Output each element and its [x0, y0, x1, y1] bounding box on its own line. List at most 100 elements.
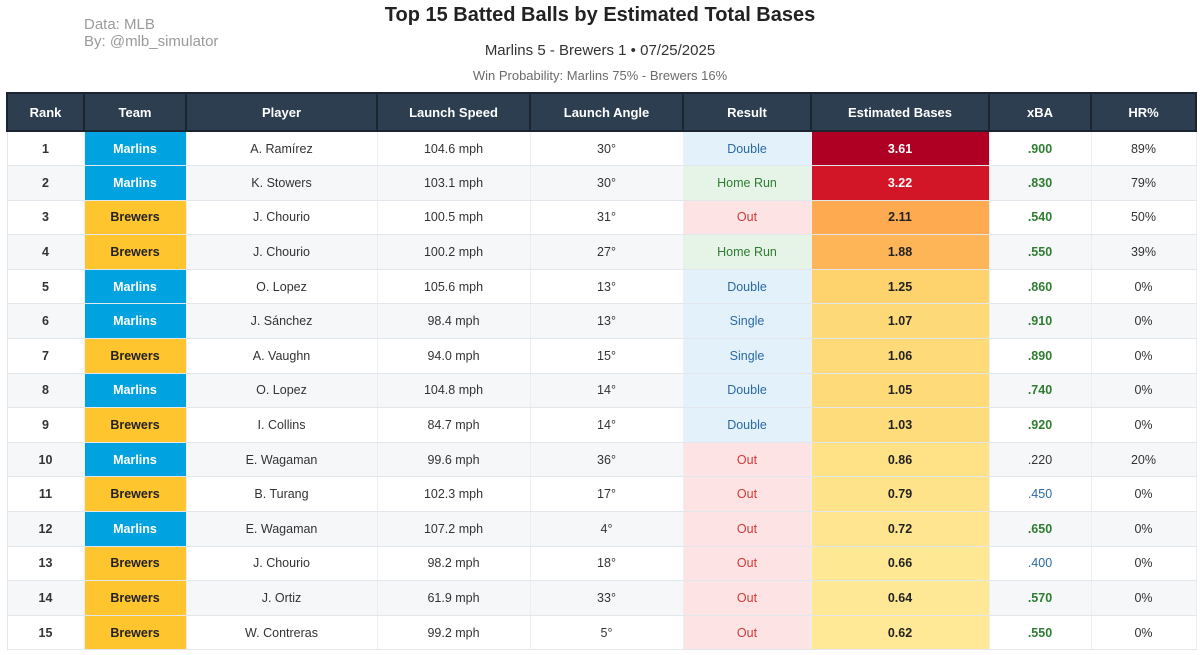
xba-cell: .860	[989, 269, 1092, 305]
estimated-bases-cell: 3.61	[811, 131, 990, 167]
launch-angle-cell: 14°	[530, 373, 684, 409]
xba-cell: .220	[989, 442, 1092, 478]
player-cell: J. Ortiz	[186, 580, 378, 616]
xba-cell: .890	[989, 338, 1092, 374]
hr-pct-cell: 0%	[1091, 303, 1197, 340]
estimated-bases-cell: 0.62	[811, 615, 990, 651]
table-row: 2 Marlins K. Stowers 103.1 mph 30° Home Run 3.…	[6, 165, 1197, 201]
team-cell: Marlins	[84, 131, 187, 167]
rank-cell: 9	[6, 407, 85, 443]
hr-pct-cell: 0%	[1091, 615, 1197, 651]
table-row: 3 Brewers J. Chourio 100.5 mph 31° Out 2.11.54…	[6, 200, 1197, 236]
player-cell: K. Stowers	[186, 165, 378, 201]
launch-angle-cell: 27°	[530, 234, 684, 270]
launch-angle-cell: 4°	[530, 511, 684, 547]
col-header-rank: Rank	[6, 92, 85, 132]
team-cell: Brewers	[84, 615, 187, 651]
estimated-bases-cell: 0.66	[811, 546, 990, 582]
result-cell: Out	[683, 615, 812, 651]
result-cell: Double	[683, 407, 812, 443]
xba-cell: .400	[989, 546, 1092, 582]
player-cell: W. Contreras	[186, 615, 378, 651]
launch-angle-cell: 30°	[530, 131, 684, 167]
hr-pct-cell: 0%	[1091, 511, 1197, 547]
col-header-hr-pct: HR%	[1090, 92, 1197, 132]
launch-angle-cell: 33°	[530, 580, 684, 616]
rank-cell: 5	[6, 269, 85, 305]
rank-cell: 8	[6, 373, 85, 409]
hr-pct-cell: 39%	[1091, 234, 1197, 270]
rank-cell: 11	[6, 476, 85, 513]
estimated-bases-cell: 1.05	[811, 373, 990, 409]
result-cell: Home Run	[683, 165, 812, 201]
estimated-bases-cell: 0.64	[811, 580, 990, 616]
rank-cell: 13	[6, 546, 85, 582]
launch-angle-cell: 5°	[530, 615, 684, 651]
xba-cell: .550	[989, 234, 1092, 270]
team-cell: Brewers	[84, 476, 187, 513]
team-cell: Brewers	[84, 580, 187, 616]
team-cell: Marlins	[84, 269, 187, 305]
team-cell: Marlins	[84, 373, 187, 409]
xba-cell: .910	[989, 303, 1092, 340]
player-cell: J. Chourio	[186, 546, 378, 582]
hr-pct-cell: 0%	[1091, 269, 1197, 305]
launch-angle-cell: 13°	[530, 303, 684, 340]
rank-cell: 12	[6, 511, 85, 547]
team-cell: Brewers	[84, 338, 187, 374]
launch-angle-cell: 31°	[530, 200, 684, 236]
estimated-bases-cell: 0.86	[811, 442, 990, 478]
result-cell: Out	[683, 476, 812, 513]
team-cell: Brewers	[84, 200, 187, 236]
rank-cell: 10	[6, 442, 85, 478]
result-cell: Home Run	[683, 234, 812, 270]
player-cell: A. Ramírez	[186, 131, 378, 167]
author-line: By: @mlb_simulator	[84, 33, 219, 50]
hr-pct-cell: 0%	[1091, 338, 1197, 374]
player-cell: E. Wagaman	[186, 511, 378, 547]
hr-pct-cell: 20%	[1091, 442, 1197, 478]
xba-cell: .550	[989, 615, 1092, 651]
launch-speed-cell: 100.2 mph	[377, 234, 531, 270]
rank-cell: 15	[6, 615, 85, 651]
col-header-team: Team	[83, 92, 187, 132]
player-cell: J. Chourio	[186, 234, 378, 270]
rank-cell: 4	[6, 234, 85, 270]
xba-cell: .650	[989, 511, 1092, 547]
launch-angle-cell: 17°	[530, 476, 684, 513]
col-header-launch-speed: Launch Speed	[376, 92, 531, 132]
col-header-estimated-bases: Estimated Bases	[810, 92, 990, 132]
hr-pct-cell: 0%	[1091, 373, 1197, 409]
win-probability: Win Probability: Marlins 75% - Brewers 1…	[472, 68, 728, 83]
table-row: 5 Marlins O. Lopez 105.6 mph 13° Double 1.25.8…	[6, 269, 1197, 305]
col-header-xba: xBA	[988, 92, 1092, 132]
table-row: 8 Marlins O. Lopez 104.8 mph 14° Double 1.05.7…	[6, 373, 1197, 409]
xba-cell: .830	[989, 165, 1092, 201]
result-cell: Single	[683, 303, 812, 340]
result-cell: Double	[683, 131, 812, 167]
estimated-bases-cell: 1.25	[811, 269, 990, 305]
table-row: 11 Brewers B. Turang 102.3 mph 17° Out 0.79.45…	[6, 476, 1197, 513]
table-row: 9 Brewers I. Collins 84.7 mph 14° Double 1.03.…	[6, 407, 1197, 443]
team-cell: Marlins	[84, 303, 187, 340]
team-cell: Marlins	[84, 511, 187, 547]
launch-angle-cell: 30°	[530, 165, 684, 201]
rank-cell: 1	[6, 131, 85, 167]
rank-cell: 6	[6, 303, 85, 340]
launch-speed-cell: 104.6 mph	[377, 131, 531, 167]
player-cell: J. Sánchez	[186, 303, 378, 340]
table-row: 4 Brewers J. Chourio 100.2 mph 27° Home Run 1.…	[6, 234, 1197, 270]
launch-speed-cell: 99.2 mph	[377, 615, 531, 651]
col-header-launch-angle: Launch Angle	[529, 92, 684, 132]
table-header-row: Rank Team Player Launch Speed Launch Ang…	[6, 92, 1197, 132]
xba-cell: .450	[989, 476, 1092, 513]
table-row: 7 Brewers A. Vaughn 94.0 mph 15° Single 1.06.8…	[6, 338, 1197, 374]
team-cell: Marlins	[84, 165, 187, 201]
launch-speed-cell: 104.8 mph	[377, 373, 531, 409]
launch-angle-cell: 36°	[530, 442, 684, 478]
table-row: 13 Brewers J. Chourio 98.2 mph 18° Out 0.66.40…	[6, 546, 1197, 582]
estimated-bases-cell: 1.03	[811, 407, 990, 443]
estimated-bases-cell: 1.07	[811, 303, 990, 340]
table-row: 10 Marlins E. Wagaman 99.6 mph 36° Out 0.86.22…	[6, 442, 1197, 478]
player-cell: J. Chourio	[186, 200, 378, 236]
